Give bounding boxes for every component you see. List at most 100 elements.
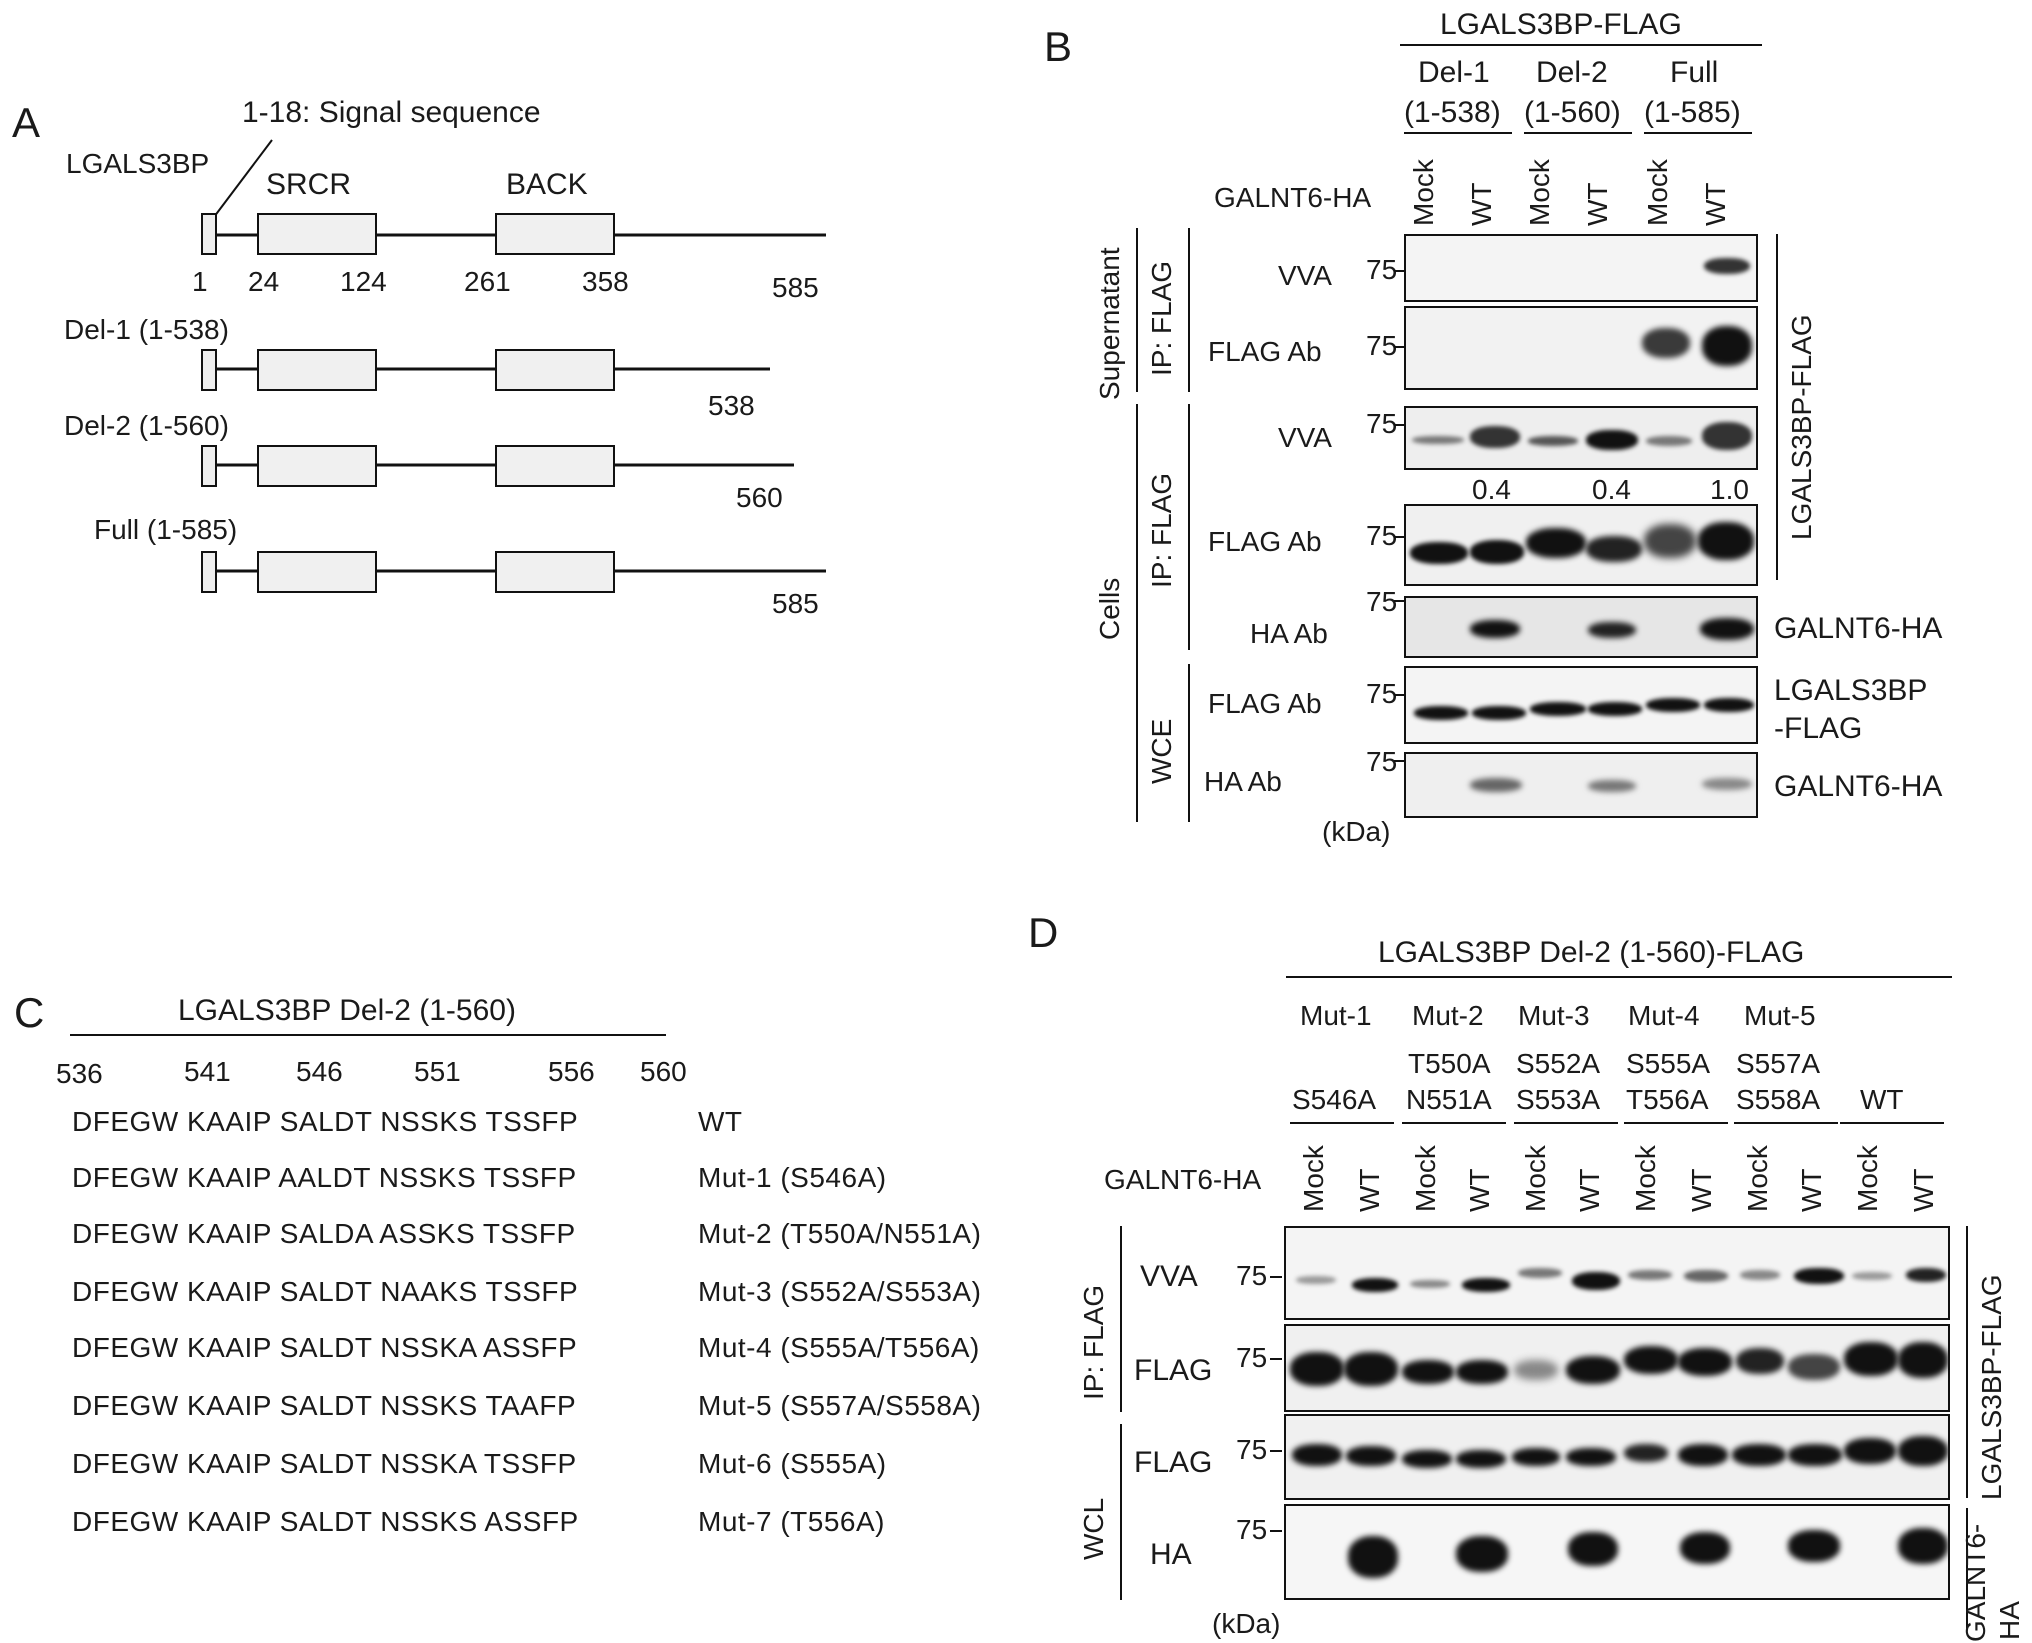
lane-d-9: Mock [1742,1145,1773,1212]
mw-d-4: 75 [1236,1514,1268,1545]
blot-d-wcl-ha [1284,1504,1950,1600]
lane-b-6: WT [1700,182,1731,226]
panel-d-header: LGALS3BP Del-2 (1-560)-FLAG [1378,936,1805,969]
seq-label-2: Mut-1 (S546A) [698,1162,887,1193]
blot-d-vva [1284,1226,1950,1320]
panel-d-letter: D [1028,909,1059,956]
right-lgals-flag-d: LGALS3BP-FLAG [1976,1274,2007,1500]
panel-a-letter: A [12,99,41,146]
blot-b-sup-flag [1404,306,1758,390]
seq-row-3: DFEGW KAAIP SALDA ASSKS TSSFP [72,1218,576,1249]
lane-d-2: WT [1354,1168,1385,1212]
mut5-l1: S557A [1736,1048,1821,1079]
lane-d-10: WT [1796,1168,1827,1212]
seq-label-7: Mut-6 (S555A) [698,1448,887,1479]
full-label: Full (1-585) [94,514,238,545]
c-pos-551: 551 [414,1056,461,1087]
cells-label: Cells [1094,577,1125,640]
group-del1-range: (1-538) [1404,96,1501,129]
right-lgals-b-2: -FLAG [1774,712,1863,745]
right-lgals-b-1: LGALS3BP [1774,674,1928,707]
group-del2-range: (1-560) [1524,96,1621,129]
row-b-ha1: HA Ab [1250,618,1328,649]
quant-1: 0.4 [1472,474,1511,505]
seq-row-7: DFEGW KAAIP SALDT NSSKA TSSFP [72,1448,577,1479]
mut5-l2: S558A [1736,1084,1821,1115]
mut2-l1: T550A [1408,1048,1491,1079]
panel-c-header: LGALS3BP Del-2 (1-560) [178,994,516,1027]
supernatant-label: Supernatant [1094,247,1125,400]
seq-row-4: DFEGW KAAIP SALDT NAAKS TSSFP [72,1276,579,1307]
c-pos-560: 560 [640,1056,687,1087]
pos-124: 124 [340,266,387,297]
panel-b-letter: B [1044,23,1073,70]
mw-b-1: 75 [1366,254,1398,285]
back-label: BACK [506,168,588,201]
mut4-l1: S555A [1626,1048,1711,1079]
mut5-name: Mut-5 [1744,1000,1816,1031]
signal-label: 1-18: Signal sequence [242,96,541,129]
row-b-flag3: FLAG Ab [1208,688,1322,719]
group-del1-name: Del-1 [1418,56,1490,89]
pos-24: 24 [248,266,280,297]
kda-d: (kDa) [1212,1608,1281,1639]
group-del2-name: Del-2 [1536,56,1608,89]
seq-label-6: Mut-5 (S557A/S558A) [698,1390,982,1421]
row-b-flag2: FLAG Ab [1208,526,1322,557]
mut2-l2: N551A [1406,1084,1492,1115]
blot-b-sup-vva [1404,234,1758,302]
pos-261: 261 [464,266,511,297]
seq-label-8: Mut-7 (T556A) [698,1506,885,1537]
blot-b-wce-ha [1404,752,1758,818]
kda-b: (kDa) [1322,816,1391,847]
mw-b-4: 75 [1366,520,1398,551]
wt-l2: WT [1860,1084,1904,1115]
blot-b-cells-vva [1404,406,1758,470]
lane-b-2: WT [1466,182,1497,226]
lane-d-12: WT [1908,1168,1939,1212]
seq-label-4: Mut-3 (S552A/S553A) [698,1276,982,1307]
mw-b-5: 75 [1366,586,1398,617]
galnt-label-d: GALNT6-HA [1104,1164,1262,1195]
right-galnt-ha-b1: GALNT6-HA [1774,612,1943,645]
mut3-name: Mut-3 [1518,1000,1590,1031]
del1-label: Del-1 (1-538) [64,314,229,345]
blot-b-wce-flag [1404,666,1758,744]
galnt-label-b: GALNT6-HA [1214,182,1372,213]
lane-b-4: WT [1582,182,1613,226]
protein-label: LGALS3BP [66,148,210,179]
row-b-flag1: FLAG Ab [1208,336,1322,367]
pos-358: 358 [582,266,629,297]
mut3-l1: S552A [1516,1048,1601,1079]
lane-b-5: Mock [1642,159,1673,226]
c-pos-556: 556 [548,1056,595,1087]
seq-row-2: DFEGW KAAIP AALDT NSSKS TSSFP [72,1162,577,1193]
lane-d-11: Mock [1852,1145,1883,1212]
lane-d-8: WT [1686,1168,1717,1212]
right-galnt-d-1: GALNT6- [1960,1523,1991,1642]
group-full-range: (1-585) [1644,96,1741,129]
mut4-l2: T556A [1626,1084,1709,1115]
c-pos-546: 546 [296,1056,343,1087]
mw-d-2: 75 [1236,1342,1268,1373]
seq-label-3: Mut-2 (T550A/N551A) [698,1218,982,1249]
mw-b-6: 75 [1366,678,1398,709]
row-d-flag1: FLAG [1134,1354,1213,1387]
c-pos-541: 541 [184,1056,231,1087]
blot-b-cells-ha [1404,596,1758,658]
quant-2: 0.4 [1592,474,1631,505]
lane-b-1: Mock [1408,159,1439,226]
lane-d-5: Mock [1520,1145,1551,1212]
mut2-name: Mut-2 [1412,1000,1484,1031]
seq-row-5: DFEGW KAAIP SALDT NSSKA ASSFP [72,1332,578,1363]
seq-row-6: DFEGW KAAIP SALDT NSSKS TAAFP [72,1390,577,1421]
row-d-ha: HA [1150,1538,1192,1571]
wce-label: WCE [1146,718,1177,784]
domain-diagram [201,139,826,593]
ip-flag-cells-label: IP: FLAG [1146,472,1177,588]
lane-d-1: Mock [1298,1145,1329,1212]
mut3-l2: S553A [1516,1084,1601,1115]
row-d-flag2: FLAG [1134,1446,1213,1479]
mw-b-2: 75 [1366,330,1398,361]
row-b-vva2: VVA [1278,422,1332,453]
